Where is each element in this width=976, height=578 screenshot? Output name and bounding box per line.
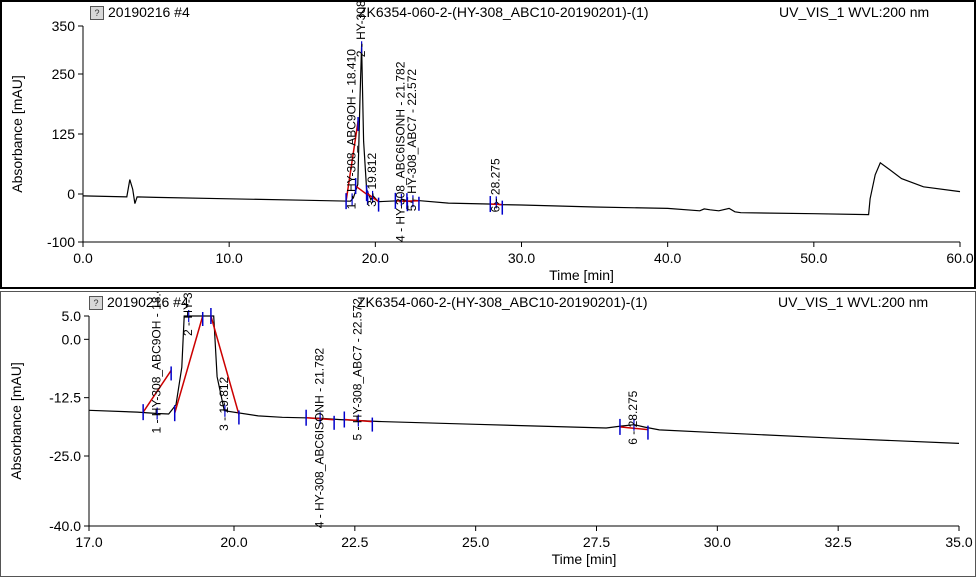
x-axis-title: Time [min]	[552, 551, 617, 567]
y-tick-label: 0	[67, 186, 75, 202]
y-axis-title: Absorbance [mAU]	[8, 362, 24, 480]
x-tick-label: 20.0	[362, 250, 389, 266]
y-tick-label: 125	[52, 126, 76, 142]
chart-full-svg: -100 0 125 250 350 0.0 10.0 20.0 30.0 40.0 50.0 60.…	[2, 2, 976, 291]
y-tick-label: -12.5	[49, 390, 81, 406]
chromatogram-trace	[83, 45, 960, 214]
chromatogram-panel-zoom: ? 20190216 #4 ZK6354-060-2-(HY-308_ABC10…	[0, 291, 976, 577]
peak-label: 5 - HY-308_ABC7 - 22.572	[350, 298, 364, 441]
x-tick-label: 30.0	[704, 534, 731, 550]
peak-label: 2 - HY-308_ABC10 - 19.063	[181, 292, 195, 336]
y-tick-label: 250	[52, 66, 76, 82]
y-tick-label: 0.0	[62, 331, 82, 347]
x-tick-label: 22.5	[341, 534, 368, 550]
x-axis-title: Time [min]	[549, 267, 614, 283]
x-tick-label: 27.5	[583, 534, 610, 550]
peak-label: 5 - HY-308_ABC7 - 22.572	[405, 69, 419, 212]
peak-label: 2 - HY-308_ABC10 - 19.063	[354, 2, 368, 57]
x-tick-label: 17.0	[75, 534, 102, 550]
chromatogram-panel-full: ? 20190216 #4 ZK6354-060-2-(HY-308_ABC10…	[0, 0, 976, 289]
x-tick-label: 0.0	[73, 250, 93, 266]
peak-label: 1 - HY-308_ABC9OH - 18.410	[149, 292, 163, 434]
y-tick-label: 350	[52, 18, 76, 34]
x-tick-label: 20.0	[220, 534, 247, 550]
x-tick-label: 25.0	[462, 534, 489, 550]
y-tick-label: -100	[47, 234, 75, 250]
x-tick-label: 60.0	[946, 250, 973, 266]
peak-label: 6 - 28.275	[626, 390, 640, 444]
peak-label: 3 - 19.812	[217, 376, 231, 430]
chart-zoom-svg: -40.0 -25.0 -12.5 0.0 5.0 17.0 20.0 22.5 25.0 27.…	[1, 292, 976, 578]
x-tick-label: 50.0	[800, 250, 827, 266]
y-tick-label: -25.0	[49, 448, 81, 464]
x-tick-label: 32.5	[825, 534, 852, 550]
x-tick-label: 10.0	[216, 250, 243, 266]
x-tick-label: 35.0	[945, 534, 972, 550]
y-tick-label: -40.0	[49, 518, 81, 534]
peak-label: 4 - HY-308_ABC6ISONH - 21.782	[312, 348, 326, 529]
y-tick-label: 5.0	[62, 308, 82, 324]
x-tick-label: 40.0	[654, 250, 681, 266]
peak-label: 3 - 19.812	[365, 153, 379, 207]
y-axis-title: Absorbance [mAU]	[9, 75, 25, 193]
peak-label: 6 - 28.275	[488, 158, 502, 212]
x-tick-label: 30.0	[508, 250, 535, 266]
